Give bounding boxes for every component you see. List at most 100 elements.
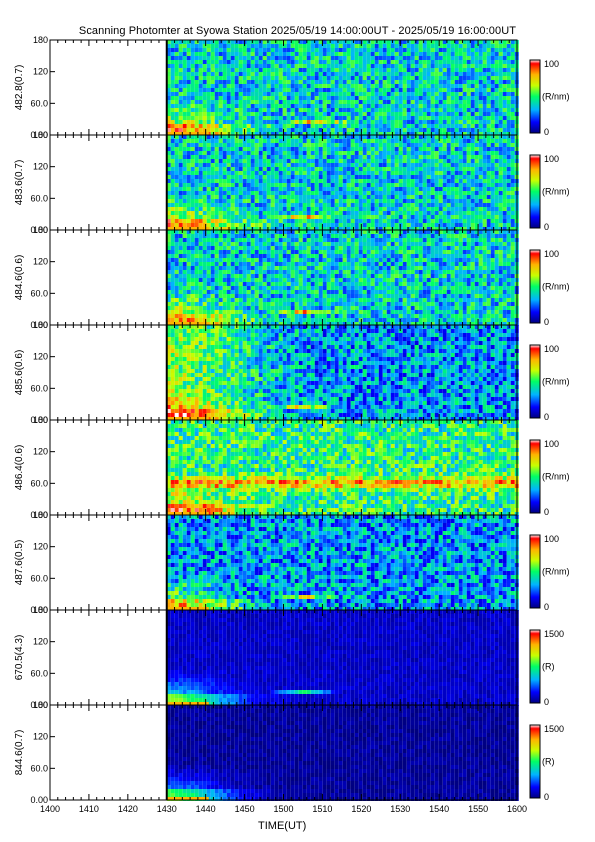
heatmap-cell	[298, 187, 303, 191]
heatmap-cell	[362, 191, 367, 195]
heatmap-cell	[462, 135, 467, 139]
heatmap-cell	[446, 80, 451, 84]
heatmap-cell	[178, 68, 183, 72]
heatmap-cell	[338, 104, 343, 108]
heatmap-cell	[334, 183, 339, 187]
heatmap-cell	[262, 207, 267, 211]
heatmap-cell	[490, 199, 495, 203]
heatmap-cell	[414, 108, 419, 112]
heatmap-cell	[466, 132, 471, 136]
heatmap-cell	[194, 234, 199, 238]
heatmap-cell	[222, 135, 227, 139]
heatmap-cell	[362, 175, 367, 179]
heatmap-cell	[362, 179, 367, 183]
heatmap-cell	[278, 139, 283, 143]
heatmap-cell	[294, 250, 299, 254]
heatmap-cell	[278, 96, 283, 100]
heatmap-cell	[450, 84, 455, 88]
heatmap-cell	[278, 238, 283, 242]
heatmap-cell	[234, 139, 239, 143]
heatmap-cell	[330, 238, 335, 242]
heatmap-cell	[310, 187, 315, 191]
heatmap-cell	[246, 132, 251, 136]
heatmap-cell	[486, 88, 491, 92]
heatmap-cell	[362, 64, 367, 68]
heatmap-cell	[174, 203, 179, 207]
heatmap-cell	[254, 183, 259, 187]
heatmap-cell	[194, 64, 199, 68]
heatmap-cell	[254, 167, 259, 171]
heatmap-cell	[438, 191, 443, 195]
heatmap-cell	[250, 223, 255, 227]
heatmap-cell	[490, 159, 495, 163]
heatmap-cell	[434, 147, 439, 151]
heatmap-cell	[274, 159, 279, 163]
heatmap-cell	[378, 215, 383, 219]
heatmap-cell	[186, 139, 191, 143]
heatmap-cell	[474, 139, 479, 143]
heatmap-cell	[166, 234, 171, 238]
heatmap-cell	[310, 120, 315, 124]
heatmap-cell	[438, 151, 443, 155]
heatmap-cell	[274, 60, 279, 64]
heatmap-cell	[394, 159, 399, 163]
heatmap-cell	[474, 159, 479, 163]
heatmap-cell	[310, 246, 315, 250]
heatmap-cell	[310, 143, 315, 147]
heatmap-cell	[386, 40, 391, 44]
heatmap-cell	[506, 60, 511, 64]
heatmap-cell	[274, 112, 279, 116]
heatmap-cell	[186, 203, 191, 207]
heatmap-cell	[386, 120, 391, 124]
heatmap-cell	[406, 92, 411, 96]
heatmap-cell	[386, 234, 391, 238]
heatmap-cell	[242, 104, 247, 108]
heatmap-cell	[338, 179, 343, 183]
heatmap-cell	[434, 76, 439, 80]
heatmap-cell	[166, 179, 171, 183]
heatmap-cell	[430, 199, 435, 203]
heatmap-cell	[170, 108, 175, 112]
heatmap-cell	[378, 242, 383, 246]
heatmap-cell	[234, 159, 239, 163]
heatmap-cell	[506, 175, 511, 179]
heatmap-cell	[410, 163, 415, 167]
heatmap-cell	[350, 175, 355, 179]
heatmap-cell	[282, 108, 287, 112]
heatmap-cell	[170, 116, 175, 120]
heatmap-cell	[206, 92, 211, 96]
heatmap-cell	[174, 175, 179, 179]
heatmap-cell	[298, 40, 303, 44]
heatmap-cell	[366, 68, 371, 72]
heatmap-cell	[210, 171, 215, 175]
heatmap-cell	[218, 48, 223, 52]
heatmap-cell	[422, 155, 427, 159]
heatmap-cell	[350, 203, 355, 207]
heatmap-cell	[266, 124, 271, 128]
heatmap-cell	[218, 159, 223, 163]
heatmap-cell	[358, 100, 363, 104]
heatmap-cell	[270, 171, 275, 175]
heatmap-cell	[254, 80, 259, 84]
heatmap-cell	[342, 238, 347, 242]
heatmap-cell	[354, 195, 359, 199]
heatmap-cell	[174, 124, 179, 128]
heatmap-cell	[214, 68, 219, 72]
heatmap-cell	[250, 246, 255, 250]
heatmap-cell	[466, 128, 471, 132]
heatmap-cell	[294, 104, 299, 108]
heatmap-cell	[462, 76, 467, 80]
heatmap-cell	[322, 48, 327, 52]
heatmap-cell	[450, 163, 455, 167]
heatmap-cell	[182, 191, 187, 195]
heatmap-cell	[166, 191, 171, 195]
heatmap-cell	[470, 100, 475, 104]
heatmap-cell	[246, 104, 251, 108]
heatmap-cell	[430, 56, 435, 60]
heatmap-cell	[298, 108, 303, 112]
heatmap-cell	[334, 238, 339, 242]
heatmap-cell	[310, 44, 315, 48]
heatmap-cell	[166, 155, 171, 159]
heatmap-cell	[418, 211, 423, 215]
heatmap-cell	[406, 191, 411, 195]
